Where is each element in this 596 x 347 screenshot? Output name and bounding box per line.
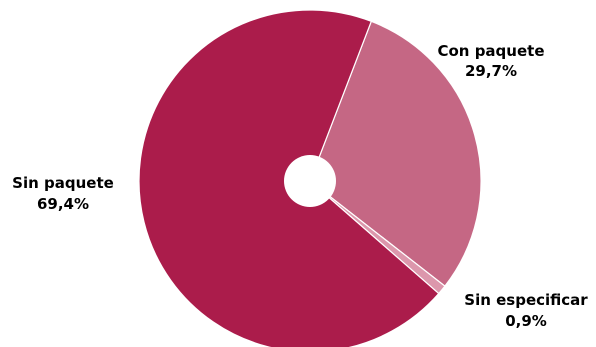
slice-label-con-paquete: Con paquete	[437, 42, 544, 60]
slice-label-sin-especificar: Sin especificar	[464, 291, 588, 309]
slice-value-con-paquete: 29,7%	[465, 62, 517, 80]
label-sin-especificar: Sin especificar 0,9%	[464, 291, 588, 330]
label-con-paquete: Con paquete 29,7%	[437, 42, 544, 80]
donut-hole	[284, 155, 336, 207]
label-sin-paquete: Sin paquete 69,4%	[12, 174, 114, 213]
slice-value-sin-paquete: 69,4%	[37, 195, 89, 213]
slice-label-sin-paquete: Sin paquete	[12, 174, 114, 192]
pie-slice-con-paquete	[309, 20, 482, 287]
slice-value-sin-especificar: 0,9%	[505, 312, 547, 330]
